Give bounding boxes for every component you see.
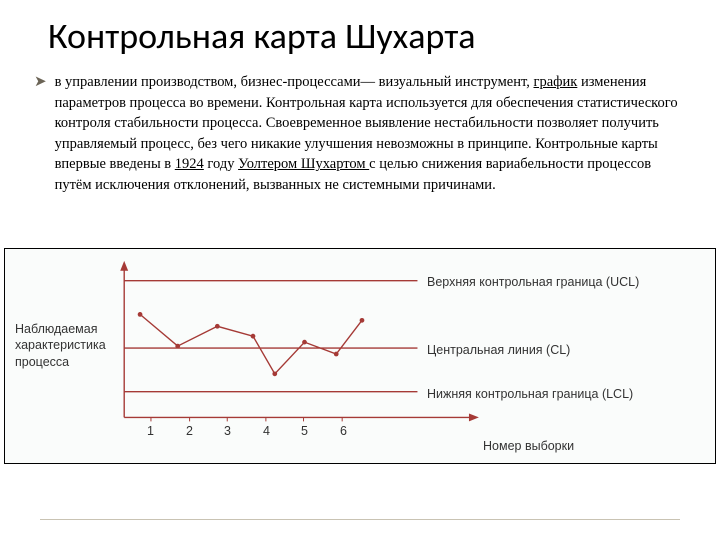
link-graph[interactable]: график [534,74,578,90]
x-tick: 2 [186,424,193,438]
x-axis-label: Номер выборки [483,439,574,453]
x-tick: 5 [301,424,308,438]
body-paragraph: в управлении производством, бизнес-проце… [55,72,680,195]
body-text-mid2: году [204,156,238,172]
x-tick: 3 [224,424,231,438]
footer-divider [40,519,680,520]
body-block: ➤ в управлении производством, бизнес-про… [0,58,720,195]
lcl-label: Нижняя контрольная граница (LCL) [427,387,633,401]
bullet-icon: ➤ [34,72,47,195]
page-title: Контрольная карта Шухарта [0,0,720,58]
control-chart: Наблюдаемая характеристика процесса Верх… [4,248,716,464]
link-1924[interactable]: 1924 [175,156,204,172]
x-tick: 4 [263,424,270,438]
link-shewhart[interactable]: Уолтером Шухартом [238,156,369,172]
ucl-label: Верхняя контрольная граница (UCL) [427,275,639,289]
x-tick: 1 [147,424,154,438]
y-axis-label: Наблюдаемая характеристика процесса [15,321,106,370]
body-text-pre: в управлении производством, бизнес-проце… [55,74,534,90]
cl-label: Центральная линия (CL) [427,343,570,357]
x-tick: 6 [340,424,347,438]
